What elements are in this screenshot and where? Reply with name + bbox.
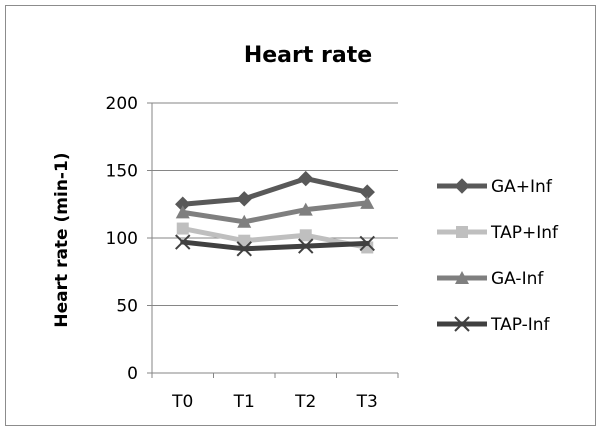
legend-marker-tap-inf <box>456 226 468 238</box>
y-tick-label: 150 <box>106 162 138 182</box>
legend-marker-tap-inf-stroke-b <box>454 316 470 332</box>
legend-marker-ga-inf <box>455 271 469 284</box>
legend-item-tap-inf: TAP-Inf <box>437 315 550 335</box>
x-tick-label: T0 <box>171 392 193 412</box>
data-point-ga-inf <box>237 214 252 228</box>
legend: GA+Inf TAP+Inf GA-Inf TAP-Inf <box>437 177 559 335</box>
data-point-ga-inf <box>298 170 314 187</box>
data-point-tap-inf <box>236 241 252 257</box>
legend-label-ga-inf: GA+Inf <box>491 177 553 197</box>
series-line-ga-inf <box>180 200 370 225</box>
data-point-tap-inf-stroke-b <box>359 235 375 252</box>
data-point-tap-inf-stroke-b <box>175 234 191 250</box>
data-point-tap-inf <box>176 222 189 235</box>
y-tick-label: 100 <box>106 229 138 249</box>
legend-marker-tap-inf <box>454 316 470 332</box>
chart-title: Heart rate <box>244 43 372 68</box>
y-axis-label: Heart rate (min-1) <box>52 152 72 327</box>
data-point-tap-inf-stroke-b <box>298 238 314 254</box>
x-tick-label: T2 <box>294 392 316 412</box>
x-tick-label: T3 <box>356 392 378 412</box>
data-point-ga-inf <box>175 205 190 219</box>
data-point-ga-inf <box>236 191 252 207</box>
series-line-ga-inf <box>180 176 370 207</box>
legend-label-tap-inf: TAP-Inf <box>490 315 550 335</box>
series-line-tap-inf <box>180 239 370 252</box>
data-point-tap-inf <box>299 229 312 242</box>
data-point-ga-inf <box>298 202 313 216</box>
data-point-tap-inf-stroke-b <box>236 241 252 257</box>
data-point-tap-inf <box>298 238 314 254</box>
legend-item-ga-inf: GA-Inf <box>437 269 544 289</box>
legend-label-tap-inf: TAP+Inf <box>490 223 559 243</box>
legend-item-ga-inf: GA+Inf <box>437 177 553 197</box>
y-tick-label: 0 <box>127 364 138 384</box>
y-tick-labels: 0 50 100 150 200 <box>106 94 138 384</box>
series-lines <box>175 170 375 257</box>
x-tick-labels: T0 T1 T2 T3 <box>171 392 378 412</box>
axes <box>147 102 399 378</box>
y-tick-label: 50 <box>116 297 138 317</box>
series-ga-inf <box>175 195 375 228</box>
legend-item-tap-inf: TAP+Inf <box>437 223 559 243</box>
data-point-tap-inf <box>359 235 375 252</box>
data-point-ga-inf <box>360 195 375 209</box>
legend-marker-ga-inf <box>454 178 470 194</box>
x-tick-label: T1 <box>233 392 255 412</box>
series-line-tap-inf <box>180 226 370 250</box>
legend-label-ga-inf: GA-Inf <box>491 269 544 289</box>
data-point-tap-inf <box>175 234 191 250</box>
series-tap-inf <box>175 234 375 257</box>
data-point-tap-inf <box>238 234 251 247</box>
y-tick-label: 200 <box>106 94 138 114</box>
